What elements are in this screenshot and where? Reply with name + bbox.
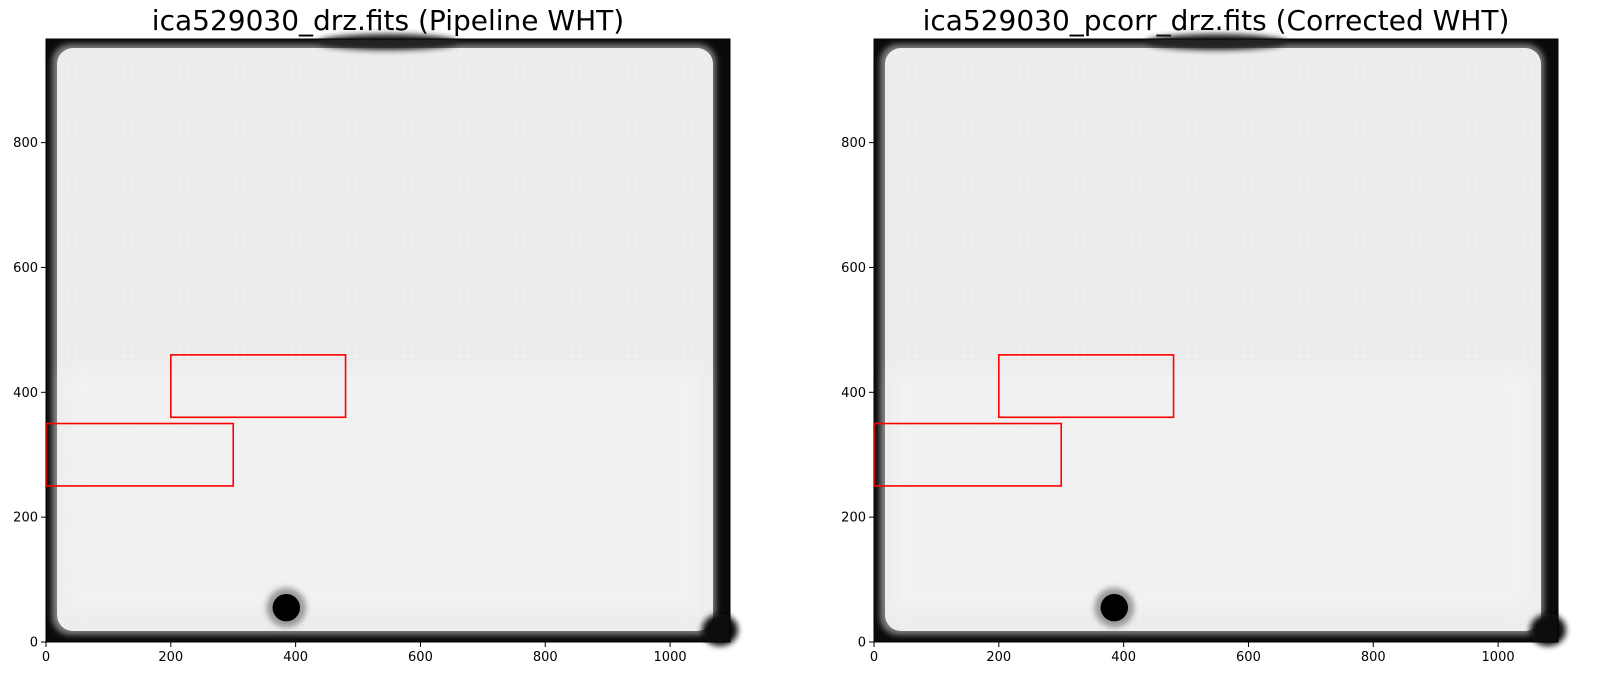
image-panel-corrected: 0 200 400 600 800 1000 0 200 400 600 800: [841, 34, 1566, 665]
y-tick-label: 600: [13, 261, 38, 276]
annotation-rectangle: [998, 354, 1175, 419]
axes-spines: [873, 38, 1559, 643]
y-tick-label: 800: [841, 136, 866, 151]
x-tick-label: 0: [42, 650, 50, 665]
image-top-artifact: [318, 34, 458, 50]
image-field-shading: [66, 370, 700, 612]
blob-core: [1100, 593, 1129, 622]
axes-spines: [45, 38, 731, 643]
x-tick-label: 600: [408, 650, 433, 665]
x-tick-label: 600: [1236, 650, 1261, 665]
y-tick-label: 200: [841, 511, 866, 526]
y-tick-label: 0: [30, 636, 38, 651]
annotation-rectangle: [170, 354, 347, 419]
x-tick-label: 200: [986, 650, 1011, 665]
annotation-rectangle: [45, 422, 235, 487]
y-tick-label: 200: [13, 511, 38, 526]
annotation-rectangle: [873, 422, 1063, 487]
y-tick-label: 600: [841, 261, 866, 276]
y-tick-label: 400: [13, 386, 38, 401]
panel-title-right: ica529030_pcorr_drz.fits (Corrected WHT): [922, 4, 1510, 37]
x-tick-label: 200: [158, 650, 183, 665]
image-field-shading: [894, 370, 1528, 612]
image-top-artifact: [1146, 34, 1286, 50]
y-tick-label: 0: [858, 636, 866, 651]
panel-title-left: ica529030_drz.fits (Pipeline WHT): [151, 4, 625, 37]
blob-core: [272, 593, 301, 622]
y-tick-label: 400: [841, 386, 866, 401]
x-tick-label: 800: [1361, 650, 1386, 665]
x-tick-label: 1000: [654, 650, 687, 665]
image-panel-pipeline: 0 200 400 600 800 1000 0 200 400 600 800: [13, 34, 738, 665]
x-tick-label: 0: [870, 650, 878, 665]
y-tick-label: 800: [13, 136, 38, 151]
x-tick-label: 1000: [1482, 650, 1515, 665]
x-tick-label: 800: [533, 650, 558, 665]
x-tick-label: 400: [1111, 650, 1136, 665]
x-tick-label: 400: [283, 650, 308, 665]
image-corner-artifact: [702, 614, 738, 646]
image-corner-artifact: [1530, 614, 1566, 646]
